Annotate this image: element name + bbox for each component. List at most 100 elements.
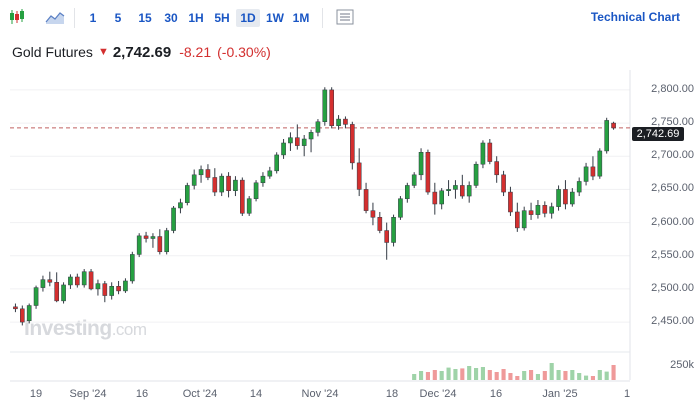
candle-body (604, 120, 609, 152)
volume-bar (487, 370, 492, 380)
candle-body (350, 124, 355, 164)
volume-bar (446, 367, 451, 380)
candle-body (61, 284, 66, 302)
volume-axis-label: 250k (670, 359, 694, 371)
candle-body (583, 166, 589, 182)
candle-body (301, 138, 307, 146)
y-tick-label: 2,750.00 (651, 116, 694, 129)
timeframe-1m[interactable]: 1M (292, 11, 310, 25)
candle-body (130, 254, 135, 282)
candle-body (295, 137, 300, 146)
candle-body (102, 283, 108, 296)
candle-body (384, 230, 389, 243)
technical-chart-link[interactable]: Technical Chart (590, 10, 680, 24)
candle-body (576, 181, 582, 193)
candle-body (260, 175, 266, 184)
x-tick-label: Jan '25 (542, 388, 578, 400)
y-tick-label: 2,450.00 (651, 315, 694, 328)
watermark-suffix: .com (111, 320, 147, 339)
volume-bar (439, 371, 444, 380)
candle-body (191, 174, 197, 186)
candle-body (116, 286, 121, 292)
timeframe-30[interactable]: 30 (164, 11, 178, 25)
candle-body (212, 177, 218, 193)
down-arrow-icon: ▼ (97, 46, 109, 58)
candle-body (240, 179, 245, 214)
volume-bar (522, 371, 527, 380)
timeframe-5h[interactable]: 5H (214, 11, 230, 25)
candle-body (47, 279, 53, 283)
toolbar-separator (322, 8, 323, 28)
volume-bar (425, 372, 430, 380)
candle-body (556, 189, 561, 207)
area-chart-icon[interactable] (44, 7, 66, 27)
candle-body (521, 210, 527, 229)
candle-body (150, 236, 156, 239)
candle-body (515, 211, 520, 229)
candle-body (398, 198, 403, 218)
volume-bar (419, 371, 424, 380)
y-tick-label: 2,500.00 (651, 281, 694, 294)
candle-body (178, 202, 183, 209)
candle-body (88, 271, 94, 290)
volume-bar (501, 369, 506, 380)
candle-body (377, 217, 383, 231)
candle-body (226, 175, 231, 191)
instrument-name: Gold Futures (12, 44, 93, 60)
y-tick-label: 2,600.00 (651, 215, 694, 228)
candle-body (33, 287, 39, 306)
timeframe-1[interactable]: 1 (89, 11, 97, 25)
candle-body (405, 185, 410, 199)
instrument-header: Gold Futures ▼ 2,742.69 -8.21 (-0.30%) (12, 42, 271, 62)
x-tick-label: Dec '24 (419, 388, 457, 400)
candle-body (171, 207, 176, 231)
candle-body (185, 185, 190, 203)
candle-body (164, 230, 169, 253)
x-tick-label: 19 (29, 388, 43, 400)
candle-body (590, 166, 596, 177)
candle-body (315, 121, 321, 133)
timeframe-5[interactable]: 5 (114, 11, 122, 25)
volume-bars (412, 363, 616, 380)
candle-body (143, 235, 149, 239)
candle-body (322, 89, 328, 122)
candle-body (109, 286, 114, 296)
volume-bar (597, 370, 602, 380)
candle-body (611, 122, 616, 129)
candle-body (425, 152, 431, 193)
instrument-price: 2,742.69 (112, 43, 172, 61)
x-tick-label: Nov '24 (301, 388, 339, 400)
x-tick-label: 1 (624, 388, 631, 400)
volume-bar (453, 369, 458, 380)
timeframe-1w[interactable]: 1W (266, 11, 284, 25)
timeframe-1h[interactable]: 1H (188, 11, 204, 25)
volume-bar (432, 370, 437, 380)
volume-bar (556, 370, 561, 380)
investing-watermark: Investing.com (24, 317, 147, 341)
gridlines (10, 89, 630, 323)
candle-body (439, 190, 444, 205)
grid-menu-icon[interactable] (334, 7, 356, 27)
candle-body (136, 235, 142, 255)
candle-body (597, 150, 603, 177)
y-tick-label: 2,650.00 (651, 182, 694, 195)
volume-bar (529, 370, 534, 380)
candle-body (68, 276, 73, 286)
chart-toolbar: 1 5 15 30 1H 5H 1D 1W 1M Technical Chart (0, 0, 700, 36)
candle-body (75, 276, 80, 286)
x-tick-label: Oct '24 (182, 388, 218, 400)
candle-body (487, 142, 493, 162)
candlestick-chart-icon[interactable] (6, 7, 28, 27)
candle-body (453, 185, 458, 190)
candle-body (274, 154, 279, 172)
y-tick-label: 2,700.00 (651, 149, 694, 162)
timeframe-1d[interactable]: 1D (236, 9, 260, 27)
candle-body (329, 89, 334, 126)
volume-bar (563, 371, 568, 380)
timeframe-15[interactable]: 15 (138, 11, 152, 25)
volume-bar (467, 366, 472, 380)
candle-body (370, 210, 376, 218)
watermark-brand: Investing (24, 317, 112, 340)
candle-body (253, 182, 259, 199)
